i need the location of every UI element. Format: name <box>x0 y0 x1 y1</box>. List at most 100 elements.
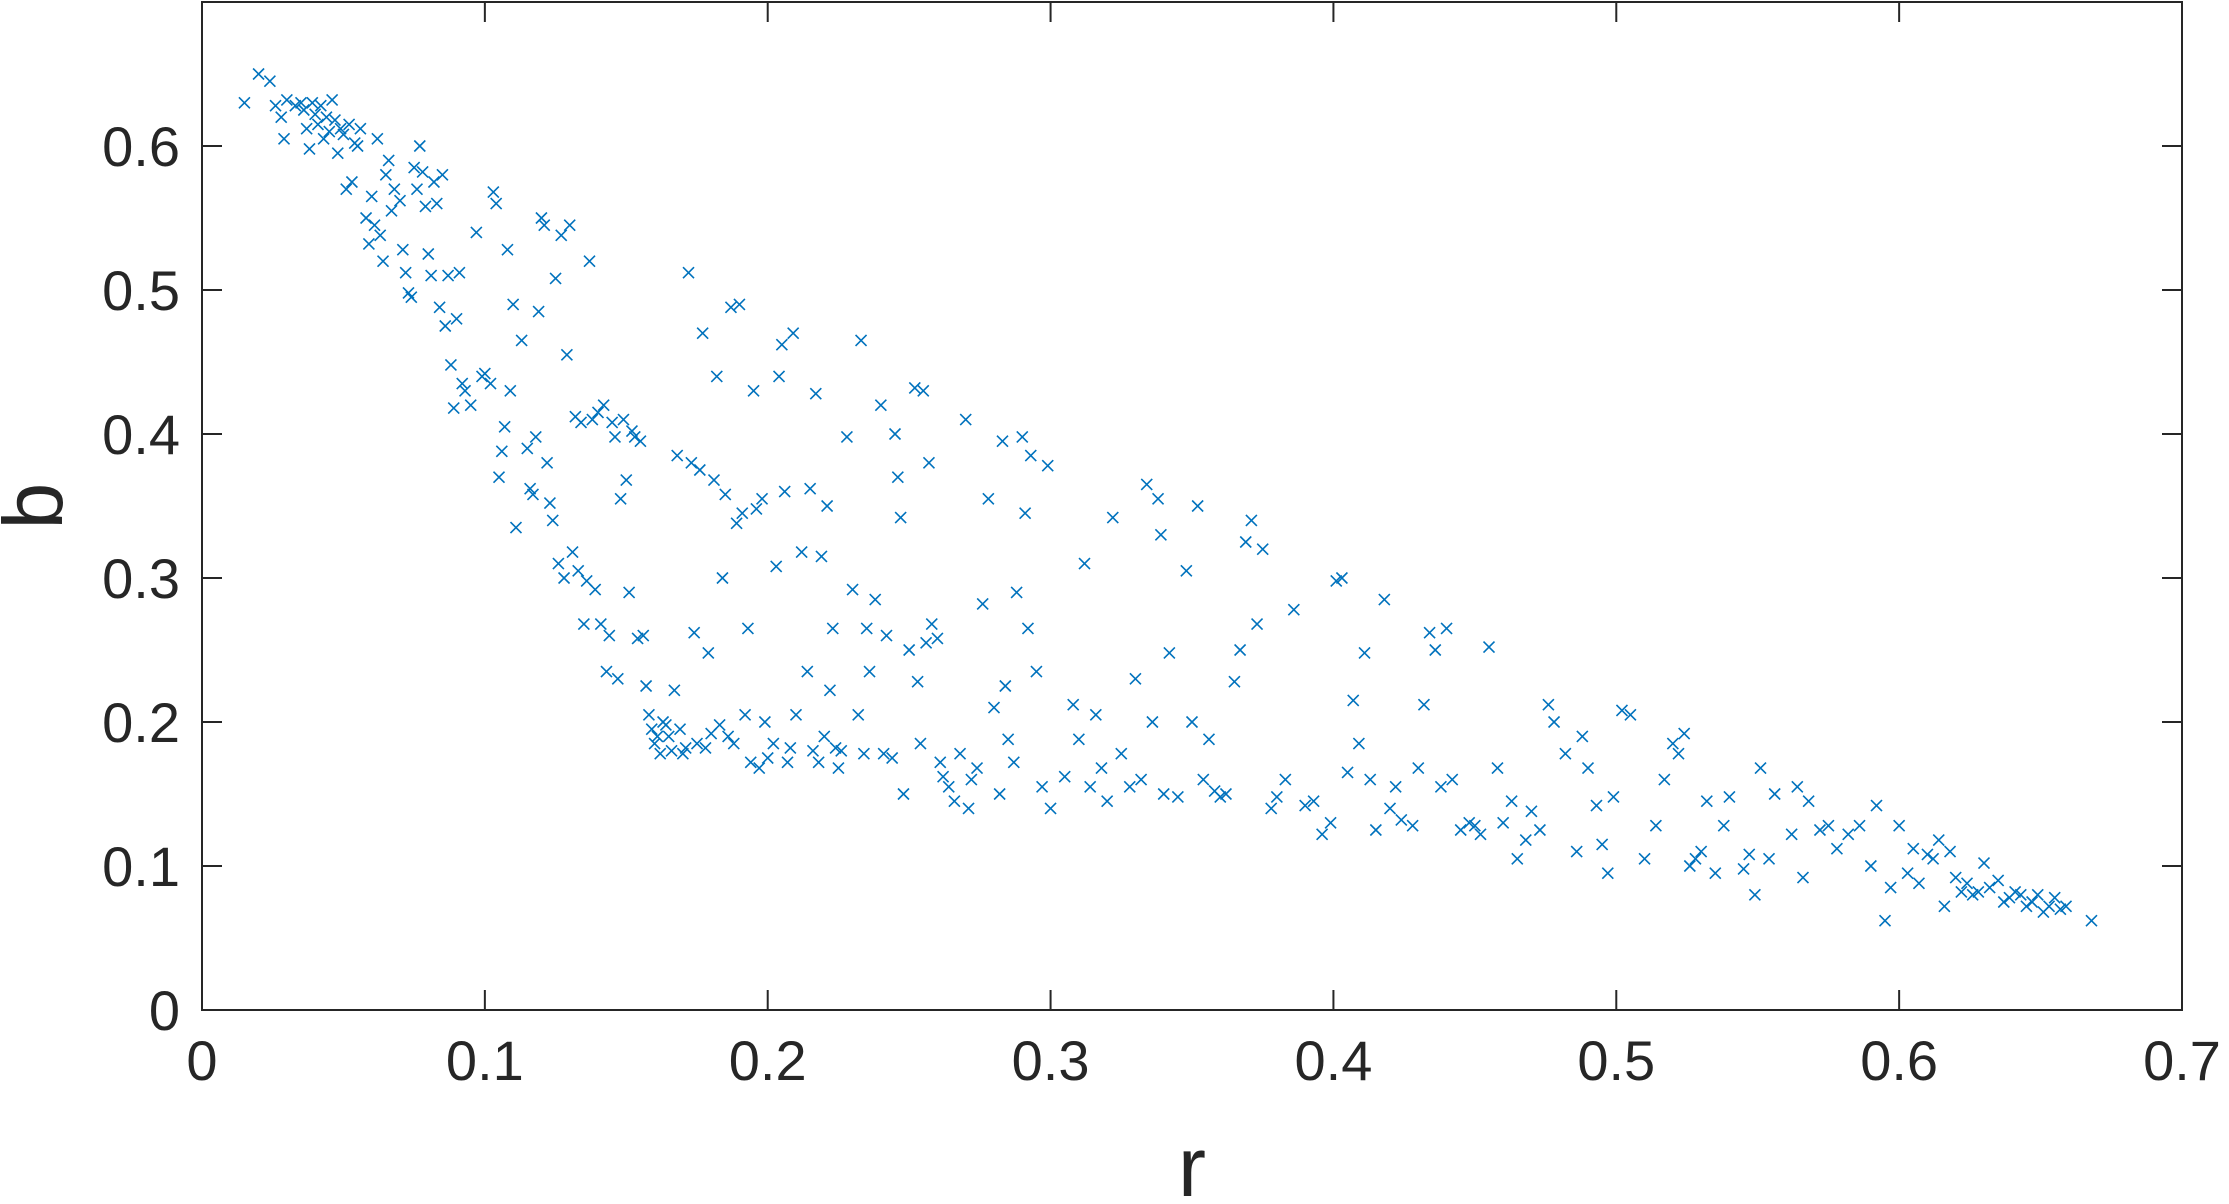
data-point <box>874 399 887 412</box>
data-point <box>821 499 834 513</box>
data-point <box>1021 622 1035 635</box>
data-point <box>1884 881 1897 894</box>
x-axis-ticks: 0 0.1 0.2 0.3 0.4 0.5 0.6 0.7 <box>186 2 2221 1092</box>
data-point <box>1678 727 1691 740</box>
data-point <box>1689 852 1702 865</box>
data-point <box>515 334 528 347</box>
data-point <box>707 474 721 487</box>
data-point <box>835 744 848 757</box>
data-point <box>1830 842 1843 855</box>
data-point <box>937 770 950 783</box>
data-point <box>331 147 344 160</box>
data-point <box>699 741 712 754</box>
data-point <box>1123 780 1136 793</box>
data-point <box>589 583 602 596</box>
data-point <box>1228 675 1241 688</box>
data-point <box>277 132 291 145</box>
data-point <box>300 122 313 135</box>
data-point <box>1440 622 1453 635</box>
data-point <box>354 122 367 135</box>
data-point <box>696 327 709 340</box>
data-point <box>504 384 517 397</box>
data-point <box>976 597 989 610</box>
data-point <box>297 103 310 117</box>
data-point <box>640 679 653 693</box>
data-point <box>574 416 588 429</box>
data-point <box>439 319 452 333</box>
axes-box <box>201 1 2183 1011</box>
data-point <box>730 517 743 530</box>
data-point <box>419 200 432 213</box>
data-point <box>1907 842 1920 855</box>
data-point <box>442 269 455 282</box>
data-point <box>572 564 585 577</box>
data-point <box>996 435 1009 448</box>
data-point <box>753 762 766 775</box>
data-point <box>1737 862 1750 875</box>
data-point <box>2031 888 2044 901</box>
data-point <box>532 305 545 318</box>
data-point <box>289 99 302 112</box>
data-point <box>1279 773 1292 786</box>
y-axis-label: b <box>0 483 80 530</box>
data-point <box>1822 819 1835 832</box>
data-point <box>492 471 506 484</box>
data-point <box>965 773 978 786</box>
data-point <box>326 93 339 106</box>
x-tick-label: 0.4 <box>1294 1029 1372 1092</box>
data-point <box>1140 478 1153 491</box>
data-point <box>747 384 760 397</box>
data-point <box>1214 790 1227 803</box>
data-point <box>1245 514 1258 527</box>
data-point <box>1893 819 1906 832</box>
data-point <box>507 298 520 311</box>
data-point <box>388 183 401 196</box>
data-point <box>1180 564 1193 577</box>
data-point <box>809 387 822 400</box>
data-point <box>608 430 622 443</box>
data-point <box>306 96 319 109</box>
data-point <box>1202 733 1216 746</box>
data-point <box>359 211 373 225</box>
data-point <box>637 629 650 642</box>
data-point <box>1002 733 1015 746</box>
data-point <box>495 445 508 458</box>
y-tick-label: 0 <box>149 979 180 1042</box>
data-point <box>552 557 565 570</box>
data-point <box>1754 762 1767 775</box>
data-point <box>891 471 904 484</box>
data-point <box>1364 773 1377 786</box>
data-point <box>778 485 791 498</box>
data-point <box>1519 834 1532 847</box>
data-point <box>903 643 916 657</box>
data-point <box>1106 511 1119 524</box>
data-point <box>337 128 350 141</box>
y-tick-label: 0.1 <box>102 835 180 898</box>
data-point <box>758 715 771 729</box>
data-point <box>645 723 658 736</box>
data-point <box>343 118 356 131</box>
data-point <box>628 430 641 443</box>
x-tick-label: 0.3 <box>1012 1029 1090 1092</box>
data-point <box>1389 780 1402 793</box>
data-point <box>555 229 568 242</box>
data-point <box>857 747 870 760</box>
data-point <box>1949 871 1962 884</box>
data-point <box>931 632 944 645</box>
data-point <box>408 161 421 174</box>
data-point <box>1927 852 1940 865</box>
data-point <box>1802 795 1815 808</box>
data-point <box>1135 773 1148 786</box>
data-point <box>1491 762 1504 775</box>
data-point <box>659 718 672 731</box>
data-point <box>600 665 613 678</box>
data-point <box>1992 874 2005 887</box>
data-point <box>1089 708 1102 721</box>
data-point <box>1791 780 1804 793</box>
data-point <box>770 560 783 573</box>
data-point <box>405 291 418 304</box>
data-point <box>294 96 308 109</box>
data-point <box>546 514 559 527</box>
data-point <box>1709 867 1722 880</box>
data-point <box>447 402 460 415</box>
